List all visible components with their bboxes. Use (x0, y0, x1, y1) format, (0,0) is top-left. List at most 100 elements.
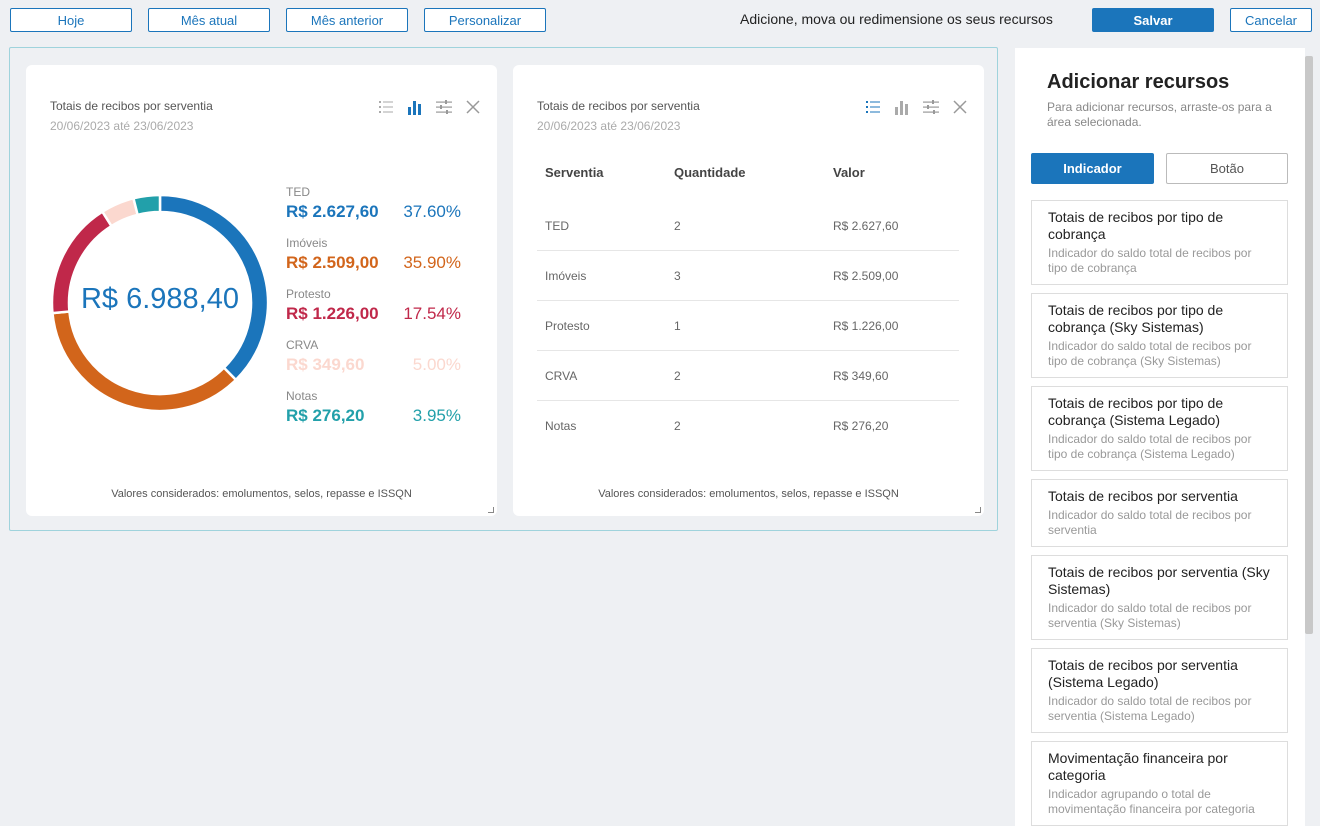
legend-percent: 5.00% (412, 355, 461, 374)
resource-description: Indicador do saldo total de recibos por … (1048, 508, 1252, 537)
cell-serventia: Protesto (545, 318, 590, 333)
table-row: TED 2 R$ 2.627,60 (537, 201, 959, 251)
sliders-icon[interactable] (923, 99, 939, 115)
cell-quantidade: 2 (674, 368, 681, 383)
donut-total: R$ 6.988,40 (80, 283, 239, 315)
widget-period: 20/06/2023 até 23/06/2023 (537, 119, 681, 133)
cell-serventia: CRVA (545, 368, 578, 383)
cancel-button[interactable]: Cancelar (1230, 8, 1312, 32)
legend-item: Notas R$ 276,20 3.95% (286, 387, 476, 438)
widget-title: Totais de recibos por serventia (50, 99, 213, 113)
cell-serventia: Notas (545, 419, 577, 433)
close-icon[interactable] (952, 99, 968, 115)
table-header: Serventia Quantidade Valor (537, 143, 959, 201)
column-header: Valor (833, 164, 865, 180)
legend-value: R$ 2.627,60 (286, 202, 379, 221)
legend-percent: 17.54% (403, 304, 461, 323)
tab-botao[interactable]: Botão (1166, 153, 1288, 184)
resource-title: Totais de recibos por serventia (1048, 488, 1238, 504)
donut-slice-crva (100, 196, 140, 228)
save-button[interactable]: Salvar (1092, 8, 1214, 32)
current-month-button[interactable]: Mês atual (148, 8, 270, 32)
list-icon[interactable] (378, 99, 394, 115)
legend-value: R$ 276,20 (286, 406, 365, 425)
donut-chart (50, 193, 270, 413)
resource-item[interactable]: Totais de recibos por tipo de cobrança (… (1031, 386, 1288, 471)
close-icon[interactable] (465, 99, 481, 115)
legend-item: CRVA R$ 349,60 5.00% (286, 336, 476, 387)
previous-month-button[interactable]: Mês anterior (286, 8, 408, 32)
serventia-table: Serventia Quantidade Valor TED 2 R$ 2.62… (537, 143, 959, 451)
resize-handle[interactable] (975, 507, 981, 513)
legend-name: Notas (286, 389, 318, 403)
resource-title: Totais de recibos por serventia (Sistema… (1048, 657, 1238, 690)
resize-handle[interactable] (488, 507, 494, 513)
legend-value: R$ 2.509,00 (286, 253, 379, 272)
cell-serventia: Imóveis (545, 268, 587, 283)
chart-widget[interactable]: Totais de recibos por serventia 20/06/20… (26, 65, 497, 516)
table-row: Notas 2 R$ 276,20 (537, 401, 959, 451)
panel-subtitle: Para adicionar recursos, arraste-os para… (1047, 100, 1272, 129)
chart-legend: TED R$ 2.627,60 37.60% Imóveis R$ 2.509,00 35… (286, 183, 476, 438)
bar-chart-icon[interactable] (407, 99, 423, 115)
resource-title: Movimentação financeira por categoria (1048, 750, 1228, 783)
resource-item[interactable]: Totais de recibos por serventia Indicado… (1031, 479, 1288, 547)
cell-valor: R$ 276,20 (833, 419, 889, 433)
resource-description: Indicador agrupando o total de movimenta… (1048, 787, 1255, 816)
bar-chart-icon[interactable] (894, 99, 910, 115)
edit-mode-message: Adicione, mova ou redimensione os seus r… (740, 11, 1053, 27)
legend-name: CRVA (286, 338, 319, 352)
legend-item: Imóveis R$ 2.509,00 35.90% (286, 234, 476, 285)
column-header: Serventia (545, 164, 604, 180)
donut-slice-im-veis (51, 310, 238, 413)
table-widget[interactable]: Totais de recibos por serventia 20/06/20… (513, 65, 984, 516)
widget-title: Totais de recibos por serventia (537, 99, 700, 113)
legend-value: R$ 349,60 (286, 355, 365, 374)
resource-description: Indicador do saldo total de recibos por … (1048, 339, 1252, 368)
resource-list: Totais de recibos por tipo de cobrança I… (1031, 200, 1288, 826)
resource-item[interactable]: Totais de recibos por serventia (Sky Sis… (1031, 555, 1288, 640)
cell-valor: R$ 2.627,60 (833, 218, 899, 233)
cell-quantidade: 2 (674, 218, 681, 233)
sliders-icon[interactable] (436, 99, 452, 115)
tab-indicador[interactable]: Indicador (1031, 153, 1154, 184)
table-row: Imóveis 3 R$ 2.509,00 (537, 251, 959, 301)
legend-item: Protesto R$ 1.226,00 17.54% (286, 285, 476, 336)
widget-footer: Valores considerados: emolumentos, selos… (598, 488, 899, 500)
today-button[interactable]: Hoje (10, 8, 132, 32)
table-row: Protesto 1 R$ 1.226,00 (537, 301, 959, 351)
list-icon[interactable] (865, 99, 881, 115)
legend-percent: 35.90% (403, 253, 461, 272)
resource-description: Indicador do saldo total de recibos por … (1048, 246, 1252, 275)
legend-name: TED (286, 185, 310, 199)
customize-button[interactable]: Personalizar (424, 8, 546, 32)
column-header: Quantidade (674, 164, 746, 180)
cell-quantidade: 1 (674, 318, 681, 333)
resource-title: Totais de recibos por tipo de cobrança (1048, 209, 1224, 242)
widget-footer: Valores considerados: emolumentos, selos… (111, 488, 412, 500)
legend-item: TED R$ 2.627,60 37.60% (286, 183, 476, 234)
widget-period: 20/06/2023 até 23/06/2023 (50, 119, 194, 133)
resource-item[interactable]: Totais de recibos por tipo de cobrança (… (1031, 293, 1288, 378)
resource-description: Indicador do saldo total de recibos por … (1048, 601, 1252, 630)
cell-valor: R$ 2.509,00 (833, 268, 899, 283)
panel-title: Adicionar recursos (1047, 71, 1230, 93)
cell-valor: R$ 349,60 (833, 368, 889, 383)
legend-name: Protesto (286, 287, 331, 301)
add-resources-panel: Adicionar recursos Para adicionar recurs… (1015, 48, 1305, 826)
resource-item[interactable]: Totais de recibos por serventia (Sistema… (1031, 648, 1288, 733)
resource-description: Indicador do saldo total de recibos por … (1048, 432, 1252, 461)
cell-valor: R$ 1.226,00 (833, 318, 899, 333)
dashboard-drop-area[interactable]: Totais de recibos por serventia 20/06/20… (9, 47, 998, 531)
table-row: CRVA 2 R$ 349,60 (537, 351, 959, 401)
resource-title: Totais de recibos por serventia (Sky Sis… (1048, 564, 1270, 597)
legend-name: Imóveis (286, 236, 328, 250)
donut-slice-notas (131, 193, 162, 217)
resource-item[interactable]: Totais de recibos por tipo de cobrança I… (1031, 200, 1288, 285)
cell-quantidade: 2 (674, 419, 681, 433)
resource-item[interactable]: Movimentação financeira por categoria In… (1031, 741, 1288, 826)
top-toolbar: Hoje Mês atual Mês anterior Personalizar… (0, 0, 1320, 40)
panel-scrollbar[interactable] (1305, 56, 1313, 634)
cell-serventia: TED (545, 218, 569, 233)
resource-title: Totais de recibos por tipo de cobrança (… (1048, 395, 1224, 428)
